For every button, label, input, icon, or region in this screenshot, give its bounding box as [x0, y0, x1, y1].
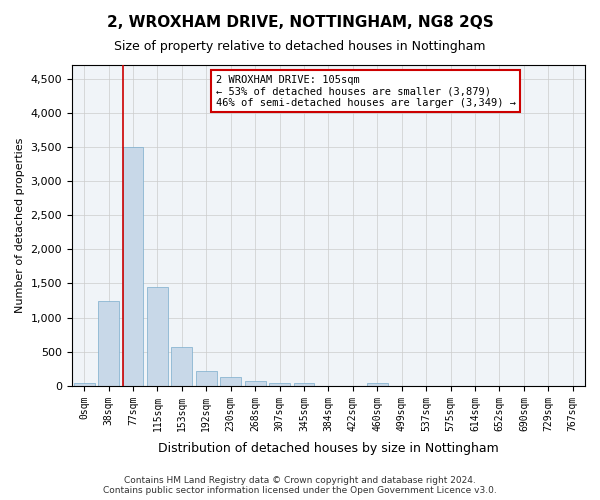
Y-axis label: Number of detached properties: Number of detached properties	[15, 138, 25, 313]
Bar	[196, 370, 217, 386]
Bar	[98, 300, 119, 386]
Text: 2 WROXHAM DRIVE: 105sqm
← 53% of detached houses are smaller (3,879)
46% of semi: 2 WROXHAM DRIVE: 105sqm ← 53% of detache…	[215, 74, 515, 108]
Text: Contains HM Land Registry data © Crown copyright and database right 2024.
Contai: Contains HM Land Registry data © Crown c…	[103, 476, 497, 495]
Text: 2, WROXHAM DRIVE, NOTTINGHAM, NG8 2QS: 2, WROXHAM DRIVE, NOTTINGHAM, NG8 2QS	[107, 15, 493, 30]
Bar	[367, 383, 388, 386]
Bar	[122, 147, 143, 386]
Bar	[293, 382, 314, 386]
X-axis label: Distribution of detached houses by size in Nottingham: Distribution of detached houses by size …	[158, 442, 499, 455]
Bar	[220, 378, 241, 386]
Bar	[269, 382, 290, 386]
Bar	[147, 287, 168, 386]
Bar	[245, 381, 266, 386]
Bar	[172, 346, 192, 386]
Text: Size of property relative to detached houses in Nottingham: Size of property relative to detached ho…	[114, 40, 486, 53]
Bar	[74, 383, 95, 386]
